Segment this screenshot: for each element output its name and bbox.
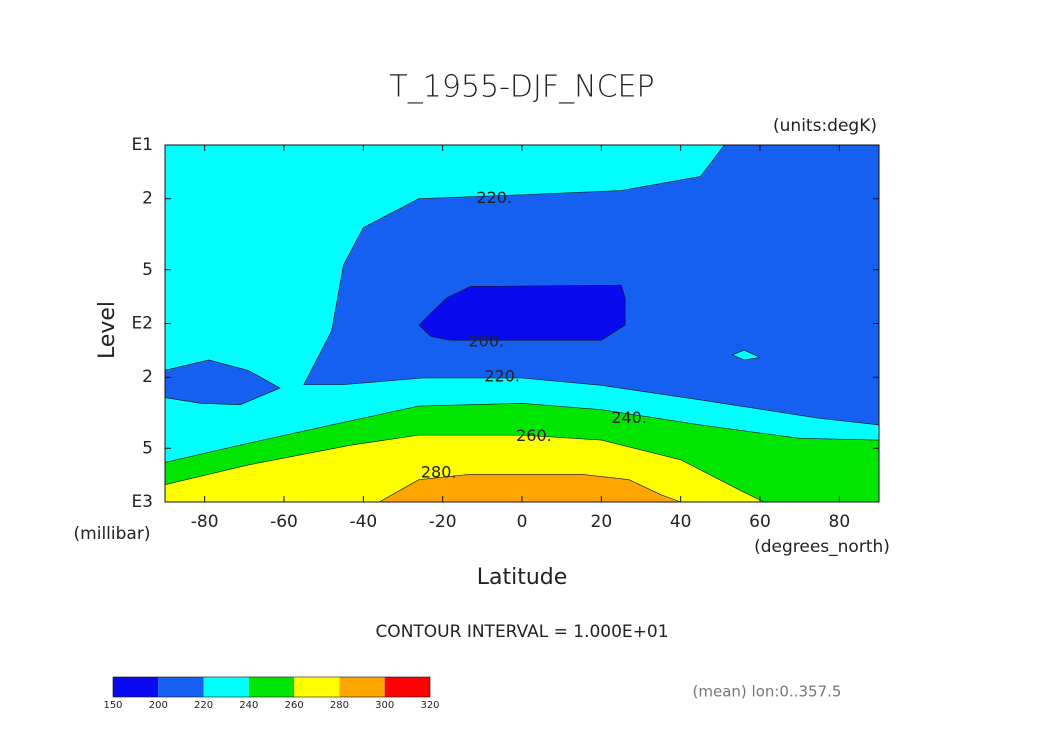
y-tick-label: E2 xyxy=(131,314,153,334)
x-tick-label: 80 xyxy=(829,512,851,532)
colorbar-swatch xyxy=(203,677,249,697)
x-tick-label: -40 xyxy=(349,512,377,532)
y-axis-label: Level xyxy=(95,301,120,359)
contour-label: 260. xyxy=(516,426,552,445)
colorbar-swatch xyxy=(384,677,430,697)
y-tick-label: E3 xyxy=(131,492,153,512)
footer: (mean) lon:0..357.5 xyxy=(693,683,842,701)
y-tick-label: 2 xyxy=(142,189,153,209)
contour-label: 220. xyxy=(484,367,520,386)
x-tick-label: 0 xyxy=(517,512,528,532)
colorbar-label: 260 xyxy=(285,700,304,711)
colorbar-swatch xyxy=(113,677,159,697)
x-tick-label: 60 xyxy=(749,512,771,532)
y-units: (millibar) xyxy=(74,524,151,544)
colorbar-frame xyxy=(112,676,431,698)
contour-label: 200. xyxy=(468,332,504,351)
y-tick-label: 5 xyxy=(142,438,153,458)
colorbar-label: 200 xyxy=(149,700,168,711)
colorbar-label: 240 xyxy=(239,700,258,711)
x-units: (degrees_north) xyxy=(754,537,890,557)
colorbar-label: 320 xyxy=(420,700,439,711)
y-tick-label: E1 xyxy=(131,135,153,155)
colorbar-swatch xyxy=(294,677,340,697)
colorbar-label: 280 xyxy=(330,700,349,711)
contour-interval: CONTOUR INTERVAL = 1.000E+01 xyxy=(375,622,668,642)
contour-region xyxy=(164,359,281,405)
colorbar-swatch xyxy=(339,677,385,697)
colorbar-label: 150 xyxy=(103,700,122,711)
y-tick-label: 2 xyxy=(142,367,153,387)
colorbar-swatch xyxy=(158,677,204,697)
y-tick-label: 5 xyxy=(142,260,153,280)
contour-label: 280. xyxy=(421,463,457,482)
chart-title: T_1955-DJF_NCEP xyxy=(389,70,654,105)
contour-label: 220. xyxy=(476,188,512,207)
contour-region xyxy=(731,349,762,361)
x-tick-label: -60 xyxy=(270,512,298,532)
x-tick-label: 20 xyxy=(591,512,613,532)
colorbar-label: 300 xyxy=(375,700,394,711)
colorbar-label: 220 xyxy=(194,700,213,711)
x-tick-label: -80 xyxy=(191,512,219,532)
x-axis-label: Latitude xyxy=(477,565,568,590)
contour-region xyxy=(378,474,681,503)
x-tick-label: 40 xyxy=(670,512,692,532)
colorbar-swatch xyxy=(248,677,295,697)
x-tick-label: -20 xyxy=(429,512,457,532)
contour-region xyxy=(418,284,626,341)
units: (units:degK) xyxy=(773,116,877,136)
contour-label: 240. xyxy=(611,408,647,427)
